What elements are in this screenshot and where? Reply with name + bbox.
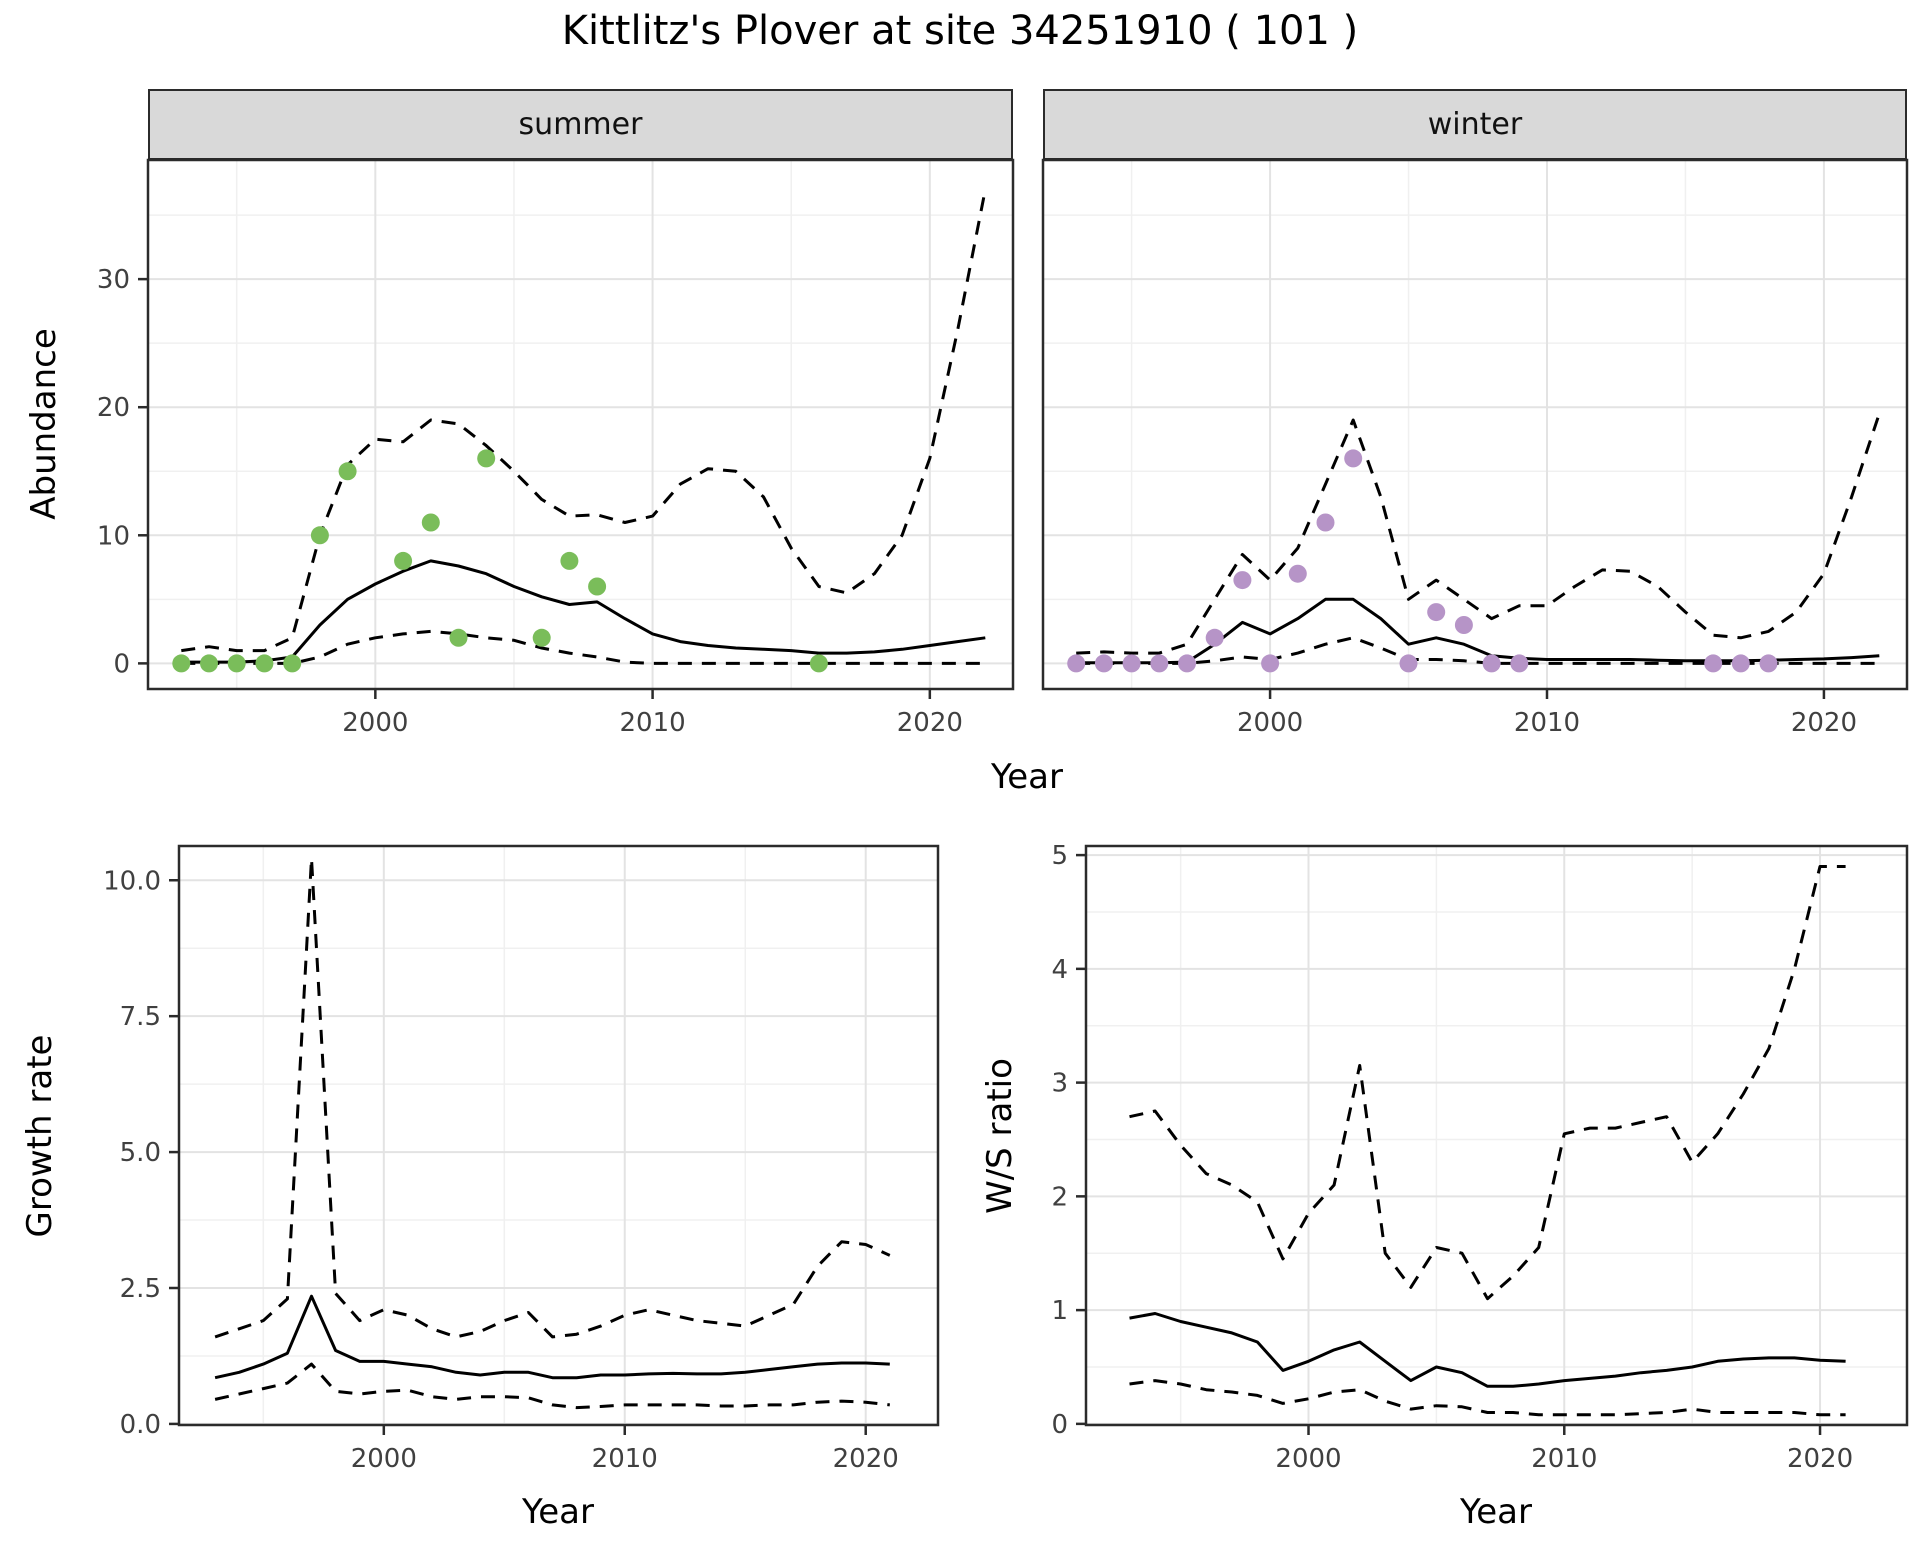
growth-rate-lower_ci-line bbox=[214, 1362, 890, 1410]
x-tick-label: 2010 bbox=[592, 1444, 658, 1474]
growth-rate-median-line bbox=[214, 1294, 890, 1380]
panel-abundance-summer: 2000 2010 2020 0 10 20 30 bbox=[97, 158, 1015, 738]
y-tick-label: 7.5 bbox=[120, 1002, 161, 1032]
observation-point bbox=[588, 577, 607, 596]
x-tick-label: 2010 bbox=[1514, 708, 1580, 738]
abundance-summer-upper_ci-line bbox=[181, 189, 987, 653]
abundance-winter-upper_ci-line bbox=[1076, 413, 1881, 655]
y-tick-label: 2.5 bbox=[120, 1274, 161, 1304]
facet-strip-summer: summer bbox=[148, 89, 1013, 160]
panel-border bbox=[1041, 158, 1909, 691]
x-tick-label: 2020 bbox=[833, 1444, 899, 1474]
observation-point bbox=[421, 513, 440, 532]
observation-point bbox=[200, 654, 218, 673]
observation-point bbox=[1510, 654, 1529, 673]
observation-point bbox=[227, 654, 246, 673]
growth-rate-axis-title: Growth rate bbox=[20, 1034, 60, 1238]
observation-point bbox=[338, 462, 357, 481]
observation-point bbox=[1261, 654, 1280, 673]
observation-point bbox=[1067, 654, 1086, 673]
observation-point bbox=[255, 654, 274, 673]
observation-point bbox=[1427, 603, 1446, 622]
ws-ratio-upper_ci-line bbox=[1129, 865, 1846, 1301]
y-tick-label: 0 bbox=[1051, 1410, 1068, 1440]
ws-ratio-median-line bbox=[1129, 1312, 1846, 1388]
ws-ratio-axis-title: W/S ratio bbox=[980, 1058, 1020, 1214]
observation-point bbox=[1482, 654, 1501, 673]
observation-point bbox=[1316, 513, 1335, 532]
panel-border bbox=[146, 158, 1015, 691]
facet-strip-summer-label: summer bbox=[518, 107, 643, 142]
facet-strip-winter-label: winter bbox=[1427, 107, 1523, 142]
observation-point bbox=[1122, 654, 1141, 673]
y-tick-label: 30 bbox=[97, 265, 130, 295]
x-tick-label: 2000 bbox=[351, 1444, 417, 1474]
top-year-axis-title: Year bbox=[991, 757, 1063, 797]
observation-point bbox=[1288, 564, 1307, 583]
observation-point bbox=[394, 551, 413, 570]
y-tick-label: 10 bbox=[97, 521, 130, 551]
observation-point bbox=[1454, 616, 1473, 634]
panel-border bbox=[177, 844, 940, 1427]
observation-point bbox=[1759, 654, 1778, 673]
y-tick-label: 2 bbox=[1051, 1182, 1068, 1212]
y-tick-label: 5.0 bbox=[120, 1138, 161, 1168]
chart-title: Kittlitz's Plover at site 34251910 ( 101… bbox=[561, 8, 1359, 54]
panel-background bbox=[1043, 160, 1907, 689]
observation-point bbox=[1178, 654, 1196, 673]
abundance-axis-title: Abundance bbox=[24, 328, 64, 520]
growth-year-axis-title: Year bbox=[522, 1492, 594, 1532]
observation-point bbox=[1094, 654, 1113, 673]
observation-point bbox=[1731, 654, 1750, 673]
x-tick-label: 2000 bbox=[1237, 708, 1303, 738]
y-tick-label: 3 bbox=[1051, 1069, 1068, 1099]
ws-ratio-lower_ci-line bbox=[1129, 1379, 1846, 1417]
x-tick-label: 2020 bbox=[1787, 1444, 1853, 1474]
observation-point bbox=[477, 449, 496, 468]
y-tick-label: 0 bbox=[113, 649, 130, 679]
observation-point bbox=[560, 551, 579, 570]
observation-point bbox=[283, 654, 302, 673]
observation-point bbox=[310, 526, 329, 545]
x-tick-label: 2010 bbox=[619, 708, 685, 738]
observation-point bbox=[809, 654, 828, 673]
y-tick-label: 10.0 bbox=[103, 866, 161, 896]
abundance-summer-median-line bbox=[181, 559, 986, 664]
observation-point bbox=[1399, 654, 1418, 673]
ws-year-axis-title: Year bbox=[1460, 1492, 1532, 1532]
observation-point bbox=[1344, 449, 1363, 468]
observation-point bbox=[532, 628, 551, 647]
facet-strip-winter: winter bbox=[1043, 89, 1907, 160]
panel-ws-ratio: 2000 2010 2020 0 1 2 3 4 5 bbox=[1051, 841, 1909, 1474]
panel-border bbox=[1084, 844, 1909, 1427]
y-tick-label: 1 bbox=[1051, 1296, 1068, 1326]
x-tick-label: 2000 bbox=[342, 708, 408, 738]
y-tick-label: 0.0 bbox=[120, 1410, 161, 1440]
observation-point bbox=[172, 654, 191, 673]
y-tick-label: 20 bbox=[97, 393, 130, 423]
abundance-summer-lower_ci-line bbox=[181, 629, 986, 665]
x-tick-label: 2020 bbox=[1791, 708, 1857, 738]
observation-point bbox=[1233, 571, 1252, 590]
y-tick-label: 5 bbox=[1051, 841, 1068, 871]
observation-point bbox=[1205, 628, 1224, 647]
panel-growth-rate: 2000 2010 2020 0.0 2.5 5.0 7.5 10.0 bbox=[103, 844, 940, 1474]
observation-point bbox=[1150, 654, 1169, 673]
y-tick-label: 4 bbox=[1051, 955, 1068, 985]
x-tick-label: 2010 bbox=[1531, 1444, 1597, 1474]
panel-background bbox=[1086, 846, 1907, 1425]
observation-point bbox=[449, 628, 468, 647]
panel-abundance-winter: 2000 2010 2020 bbox=[1041, 158, 1909, 738]
x-tick-label: 2020 bbox=[897, 708, 963, 738]
growth-rate-upper_ci-line bbox=[214, 857, 891, 1339]
observation-point bbox=[1704, 654, 1723, 673]
x-tick-label: 2000 bbox=[1275, 1444, 1341, 1474]
panel-background bbox=[148, 160, 1013, 689]
